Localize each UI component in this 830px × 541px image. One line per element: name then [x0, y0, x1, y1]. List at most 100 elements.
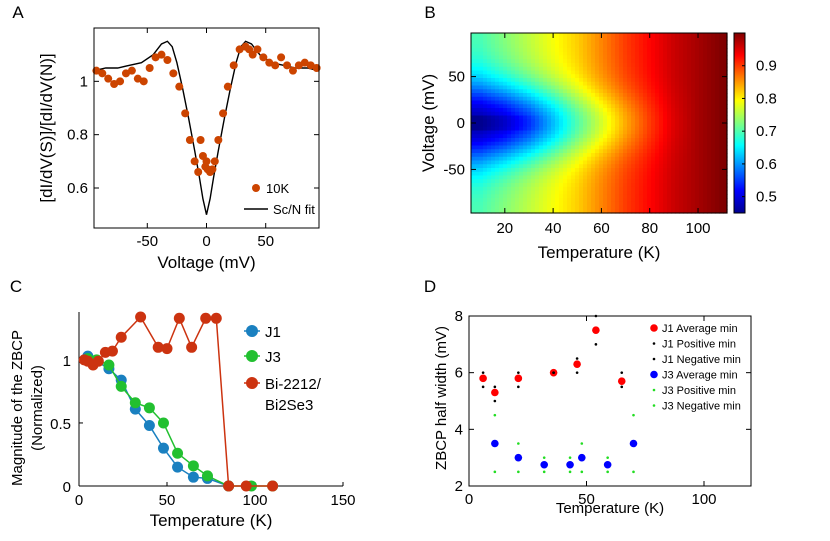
- heatmap-cell: [687, 100, 692, 105]
- heatmap-cell: [511, 33, 516, 38]
- heatmap-cell: [655, 108, 660, 113]
- heatmap-cell: [523, 104, 528, 109]
- heatmap-cell: [495, 89, 500, 94]
- heatmap-cell: [683, 74, 688, 79]
- heatmap-cell: [555, 85, 560, 90]
- heatmap-cell: [531, 186, 536, 192]
- heatmap-cell: [615, 156, 620, 162]
- heatmap-cell: [571, 108, 576, 113]
- heatmap-cell: [471, 85, 476, 90]
- x-tick-label: 50: [578, 491, 595, 508]
- heatmap-cell: [471, 168, 476, 173]
- heatmap-cell: [563, 153, 568, 158]
- heatmap-cell: [647, 141, 652, 147]
- heatmap-cell: [539, 96, 544, 102]
- heatmap-cell: [515, 89, 520, 94]
- heatmap-cell: [595, 104, 600, 109]
- heatmap-cell: [555, 201, 560, 207]
- heatmap-cell: [519, 123, 524, 128]
- heatmap-cell: [519, 153, 524, 158]
- heatmap-cell: [523, 85, 528, 90]
- heatmap-cell: [615, 74, 620, 79]
- heatmap-cell: [663, 96, 668, 102]
- heatmap-cell: [719, 44, 724, 49]
- heatmap-cell: [651, 198, 656, 203]
- heatmap-cell: [587, 55, 592, 60]
- heatmap-cell: [519, 93, 524, 98]
- heatmap-cell: [563, 130, 568, 135]
- heatmap-cell: [711, 63, 716, 68]
- heatmap-cell: [559, 63, 564, 68]
- heatmap-cell: [547, 119, 552, 124]
- heatmap-cell: [527, 123, 532, 128]
- series-point: [568, 456, 572, 459]
- heatmap-cell: [499, 190, 504, 195]
- heatmap-cell: [511, 66, 516, 72]
- heatmap-cell: [663, 93, 668, 98]
- heatmap-cell: [651, 123, 656, 128]
- heatmap-cell: [635, 93, 640, 98]
- heatmap-cell: [515, 183, 520, 188]
- heatmap-cell: [543, 145, 548, 150]
- heatmap-cell: [695, 183, 700, 188]
- heatmap-cell: [499, 168, 504, 173]
- heatmap-cell: [527, 175, 532, 180]
- heatmap-cell: [691, 149, 696, 154]
- heatmap-cell: [699, 96, 704, 102]
- heatmap-cell: [659, 123, 664, 128]
- heatmap-cell: [691, 171, 696, 177]
- heatmap-cell: [655, 160, 660, 165]
- heatmap-cell: [619, 126, 624, 132]
- heatmap-cell: [471, 108, 476, 113]
- heatmap-cell: [663, 186, 668, 192]
- heatmap-cell: [683, 198, 688, 203]
- heatmap-cell: [535, 48, 540, 53]
- heatmap-cell: [483, 89, 488, 94]
- heatmap-cell: [583, 59, 588, 64]
- heatmap-cell: [687, 70, 692, 75]
- heatmap-cell: [539, 104, 544, 109]
- heatmap-cell: [639, 40, 644, 45]
- heatmap-cell: [603, 209, 608, 214]
- heatmap-cell: [539, 51, 544, 57]
- heatmap-cell: [535, 81, 540, 87]
- heatmap-cell: [687, 145, 692, 150]
- heatmap-cell: [651, 190, 656, 195]
- heatmap-cell: [507, 201, 512, 207]
- heatmap-cell: [563, 55, 568, 60]
- heatmap-cell: [687, 66, 692, 72]
- heatmap-cell: [515, 138, 520, 143]
- heatmap-cell: [571, 205, 576, 210]
- heatmap-cell: [675, 123, 680, 128]
- heatmap-cell: [631, 179, 636, 184]
- heatmap-cell: [687, 119, 692, 124]
- heatmap-cell: [511, 168, 516, 173]
- heatmap-cell: [683, 70, 688, 75]
- heatmap-cell: [711, 93, 716, 98]
- heatmap-cell: [647, 145, 652, 150]
- heatmap-cell: [595, 63, 600, 68]
- heatmap-cell: [543, 175, 548, 180]
- heatmap-cell: [539, 201, 544, 207]
- heatmap-cell: [647, 70, 652, 75]
- heatmap-cell: [699, 198, 704, 203]
- heatmap-cell: [699, 194, 704, 199]
- heatmap-cell: [499, 33, 504, 38]
- heatmap-cell: [543, 100, 548, 105]
- heatmap-cell: [563, 115, 568, 120]
- heatmap-cell: [567, 119, 572, 124]
- heatmap-cell: [531, 40, 536, 45]
- series-point: [210, 312, 222, 324]
- heatmap-cell: [507, 63, 512, 68]
- heatmap-cell: [551, 168, 556, 173]
- heatmap-cell: [575, 205, 580, 210]
- heatmap-cell: [659, 70, 664, 75]
- heatmap-cell: [591, 104, 596, 109]
- heatmap-cell: [491, 126, 496, 132]
- heatmap-cell: [667, 201, 672, 207]
- heatmap-cell: [599, 89, 604, 94]
- heatmap-cell: [719, 183, 724, 188]
- heatmap-cell: [535, 153, 540, 158]
- heatmap-cell: [711, 89, 716, 94]
- heatmap-cell: [583, 186, 588, 192]
